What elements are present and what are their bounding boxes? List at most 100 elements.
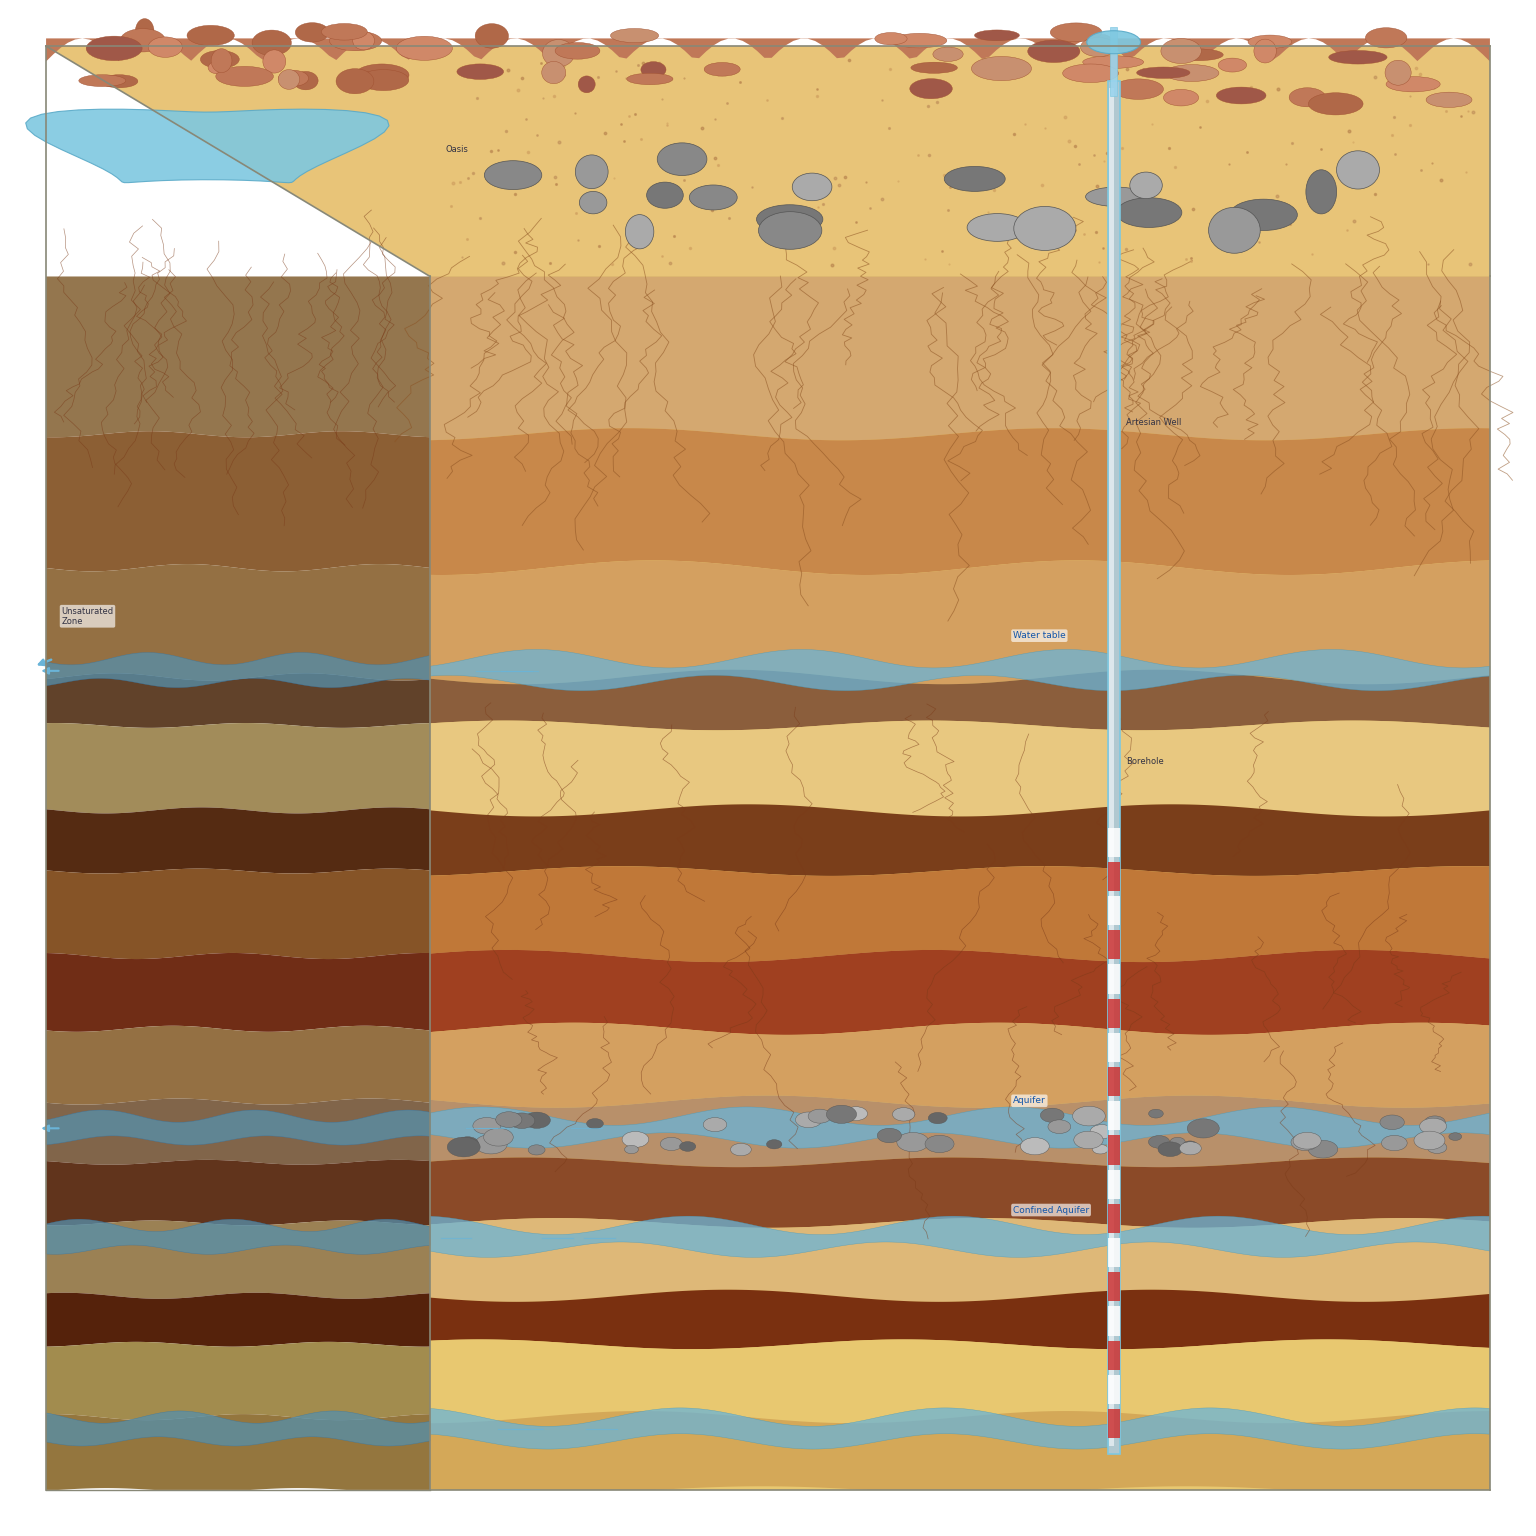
Ellipse shape [1253,38,1276,63]
Polygon shape [46,1111,430,1144]
Ellipse shape [215,66,273,86]
Ellipse shape [1149,1135,1169,1149]
Ellipse shape [293,71,318,91]
Polygon shape [46,432,430,571]
Ellipse shape [1130,172,1163,198]
Ellipse shape [329,31,381,51]
Polygon shape [430,805,1490,876]
Ellipse shape [1309,92,1362,115]
Ellipse shape [473,1118,501,1134]
Ellipse shape [911,61,957,74]
Bar [1107,828,1120,857]
Polygon shape [430,1218,1490,1303]
Polygon shape [430,1339,1490,1424]
Ellipse shape [1293,1132,1321,1149]
Bar [1107,1409,1120,1438]
Ellipse shape [295,23,329,41]
Polygon shape [46,1220,430,1255]
Ellipse shape [1072,1106,1106,1126]
Ellipse shape [1336,151,1379,189]
Ellipse shape [524,1112,550,1129]
Polygon shape [430,720,1490,817]
Ellipse shape [766,1140,782,1149]
Ellipse shape [1149,1109,1163,1118]
Ellipse shape [877,1129,902,1143]
Ellipse shape [925,1135,954,1152]
Ellipse shape [542,61,565,83]
Ellipse shape [100,75,138,88]
Ellipse shape [1183,1141,1198,1150]
Ellipse shape [187,26,235,46]
Ellipse shape [1083,55,1144,69]
Ellipse shape [200,51,240,68]
Polygon shape [430,1217,1490,1258]
Ellipse shape [974,29,1020,41]
Ellipse shape [396,37,453,60]
Ellipse shape [1180,1141,1201,1155]
Ellipse shape [1424,1117,1445,1129]
Polygon shape [46,38,1490,61]
Polygon shape [430,866,1490,962]
Polygon shape [430,429,1490,574]
Ellipse shape [610,29,659,43]
Ellipse shape [1230,200,1298,230]
Ellipse shape [1163,89,1198,106]
Polygon shape [46,46,1490,276]
Ellipse shape [508,1114,535,1129]
Polygon shape [430,670,1490,730]
Ellipse shape [1094,35,1114,54]
Polygon shape [46,1415,430,1490]
Ellipse shape [945,166,1005,192]
Ellipse shape [1164,65,1220,81]
Ellipse shape [1290,1134,1318,1150]
Ellipse shape [1427,1141,1447,1154]
Ellipse shape [1381,1135,1407,1150]
Ellipse shape [1249,35,1292,49]
Ellipse shape [252,31,292,55]
Ellipse shape [1137,68,1190,78]
Ellipse shape [135,18,154,45]
Polygon shape [46,808,430,874]
Ellipse shape [1385,77,1441,92]
Ellipse shape [876,32,908,45]
Bar [1107,1170,1120,1198]
Bar [1111,26,1117,95]
Polygon shape [430,1409,1490,1448]
Bar [1107,998,1120,1028]
Ellipse shape [793,174,833,201]
Ellipse shape [336,69,373,94]
Ellipse shape [484,161,542,189]
Ellipse shape [587,1118,604,1129]
Text: Unsaturated
Zone: Unsaturated Zone [61,607,114,627]
Ellipse shape [1051,23,1101,41]
Polygon shape [46,869,430,958]
Polygon shape [430,561,1490,684]
Ellipse shape [1048,1120,1071,1134]
Bar [1109,88,1114,1445]
Ellipse shape [796,1112,822,1127]
Polygon shape [430,1023,1490,1107]
Bar [1107,1238,1120,1267]
Ellipse shape [1217,88,1266,104]
Ellipse shape [757,204,823,233]
Bar [1107,1272,1120,1301]
Polygon shape [430,1412,1490,1490]
Ellipse shape [826,1106,857,1123]
Polygon shape [46,276,430,438]
Ellipse shape [641,61,667,78]
Ellipse shape [1014,206,1075,250]
Ellipse shape [579,192,607,214]
Ellipse shape [120,29,166,52]
Ellipse shape [679,1141,696,1152]
Ellipse shape [207,61,226,74]
Polygon shape [430,276,1490,441]
Bar [1107,1341,1120,1370]
Text: Oasis: Oasis [445,146,468,154]
Ellipse shape [808,1109,831,1123]
Ellipse shape [528,1144,545,1155]
Ellipse shape [1415,1130,1445,1150]
Polygon shape [430,276,1490,1490]
Bar [1107,1204,1120,1233]
Polygon shape [46,1098,430,1164]
Ellipse shape [321,23,367,40]
